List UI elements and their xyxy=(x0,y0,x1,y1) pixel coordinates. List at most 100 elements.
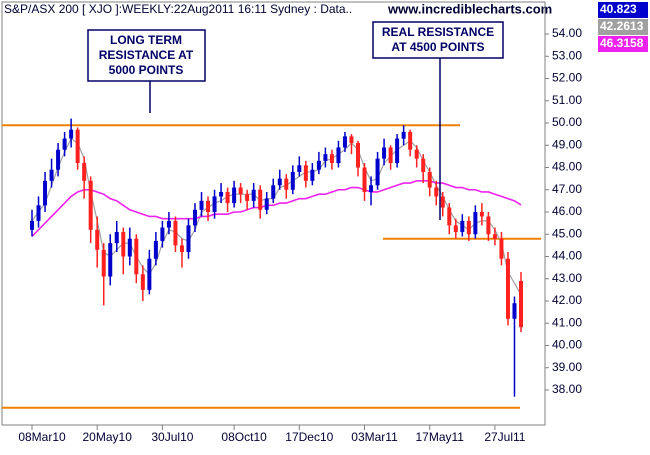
candle-body xyxy=(290,171,295,190)
candle-body xyxy=(388,147,393,164)
candle-body xyxy=(186,225,191,253)
x-tick-label: 17May11 xyxy=(415,430,464,444)
candle-body xyxy=(101,249,106,277)
candle-body xyxy=(271,185,276,199)
candle-body xyxy=(88,180,93,230)
y-tick-label: 43.00 xyxy=(552,271,582,285)
candle-body xyxy=(473,212,478,235)
candle-body xyxy=(245,194,250,201)
candle-body xyxy=(30,220,34,230)
candle-body xyxy=(434,187,439,197)
candle-body xyxy=(284,178,289,190)
candle-body xyxy=(382,147,387,159)
candle-body xyxy=(258,189,263,210)
candle-body xyxy=(199,200,204,210)
candle-body xyxy=(323,154,328,161)
candle-body xyxy=(421,158,426,172)
candle-body xyxy=(264,198,269,210)
candle-body xyxy=(238,187,243,195)
annotation-text: REAL RESISTANCE xyxy=(382,25,494,39)
candle-body xyxy=(375,158,380,186)
candle-body xyxy=(466,220,471,235)
candle-body xyxy=(329,154,334,164)
candle-body xyxy=(277,178,282,186)
y-tick-label: 44.00 xyxy=(552,249,582,263)
candle-body xyxy=(43,180,48,206)
x-tick-label: 27Jul11 xyxy=(484,430,525,444)
candle-body xyxy=(395,138,400,164)
y-tick-label: 38.00 xyxy=(552,382,582,396)
candle-body xyxy=(69,129,74,139)
y-tick-label: 52.00 xyxy=(552,71,582,85)
candle-body xyxy=(369,185,374,192)
candle-body xyxy=(134,238,139,275)
last-value-label: 40.823 xyxy=(600,2,637,16)
x-tick-label: 03Mar11 xyxy=(351,430,398,444)
y-tick-label: 40.00 xyxy=(552,338,582,352)
candle-body xyxy=(114,232,119,244)
y-tick-label: 47.00 xyxy=(552,182,582,196)
candle-body xyxy=(140,274,145,290)
candle-body xyxy=(316,160,321,170)
x-tick-label: 08Oct10 xyxy=(221,430,267,444)
y-tick-label: 45.00 xyxy=(552,226,582,240)
candle-body xyxy=(49,169,54,181)
candle-body xyxy=(512,303,517,319)
candle-body xyxy=(427,171,432,188)
y-tick-label: 49.00 xyxy=(552,137,582,151)
annotation-text: LONG TERM xyxy=(110,33,182,47)
candle-body xyxy=(408,131,413,150)
candle-body xyxy=(153,240,158,259)
candle-body xyxy=(225,191,230,204)
annotation-text: 5000 POINTS xyxy=(109,63,184,77)
candle-body xyxy=(108,243,113,277)
candle-body xyxy=(492,234,497,239)
last-value-box xyxy=(598,19,648,35)
candle-body xyxy=(121,232,126,257)
candle-body xyxy=(303,165,308,181)
candle-body xyxy=(160,227,165,241)
candle-body xyxy=(75,129,80,164)
y-tick-label: 48.00 xyxy=(552,160,582,174)
candle-body xyxy=(440,196,445,208)
x-tick-label: 08Mar10 xyxy=(18,430,66,444)
plot-frame xyxy=(1,1,546,426)
y-tick-label: 54.00 xyxy=(552,26,582,40)
candle-body xyxy=(356,143,360,168)
candle-body xyxy=(147,258,152,290)
candle-body xyxy=(401,131,406,139)
annotation-text: RESISTANCE AT xyxy=(99,48,194,62)
candle-body xyxy=(349,136,354,144)
x-tick-label: 20May10 xyxy=(83,430,133,444)
candle-body xyxy=(82,163,87,181)
candle-body xyxy=(460,220,465,233)
candle-body xyxy=(479,212,484,217)
y-tick-label: 41.00 xyxy=(552,315,582,329)
candle-body xyxy=(166,220,171,228)
candle-body xyxy=(519,280,523,328)
y-tick-label: 39.00 xyxy=(552,360,582,374)
candle-body xyxy=(362,167,367,192)
candle-body xyxy=(505,258,510,319)
candle-body xyxy=(342,136,347,148)
annotation-text: AT 4500 POINTS xyxy=(391,40,484,54)
candle-body xyxy=(486,216,491,235)
candle-body xyxy=(173,220,178,246)
candle-body xyxy=(414,149,419,159)
y-tick-label: 42.00 xyxy=(552,293,582,307)
annotation-box xyxy=(372,21,504,59)
candle-body xyxy=(499,238,504,259)
candle-body xyxy=(95,229,100,250)
candle-body xyxy=(62,138,67,150)
last-value-box xyxy=(598,2,648,18)
candle-body xyxy=(336,147,341,164)
last-value-label: 42.2613 xyxy=(600,19,644,33)
chart-title: S&P/ASX 200 [ XJO ]:WEEKLY:22Aug2011 16:… xyxy=(4,2,352,16)
candle-body xyxy=(310,169,315,181)
candle-body xyxy=(206,200,211,212)
candle-body xyxy=(232,187,237,204)
candle-body xyxy=(193,209,197,226)
candle-body xyxy=(251,189,256,201)
